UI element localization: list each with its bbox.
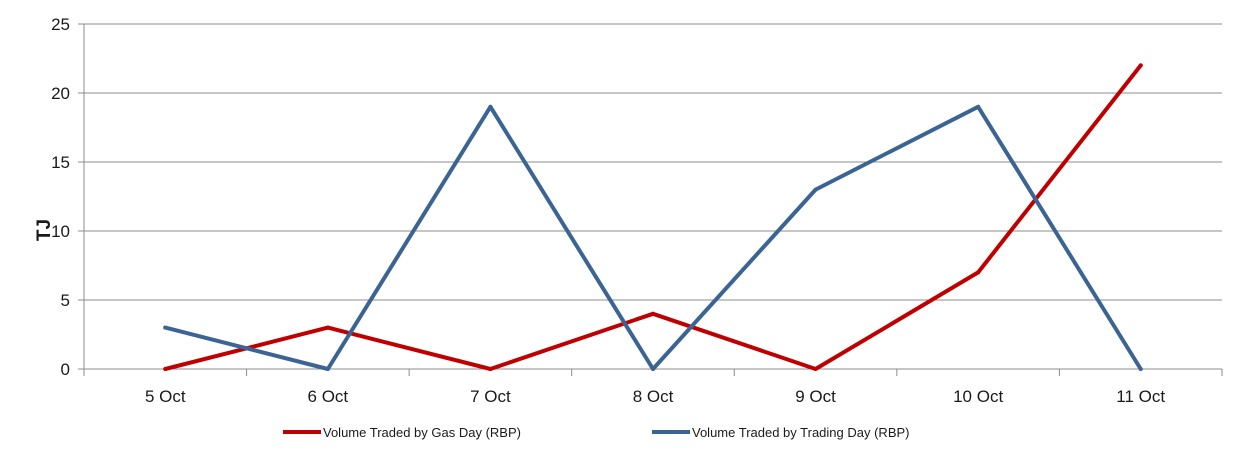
- data-point: [488, 367, 493, 371]
- data-point: [651, 311, 655, 316]
- data-point: [488, 104, 493, 109]
- y-tick-label: 20: [51, 84, 70, 103]
- y-tick-label: 10: [51, 222, 70, 241]
- data-point: [163, 367, 168, 371]
- legend-label: Volume Traded by Gas Day (RBP): [323, 425, 521, 440]
- axes: 0 5 10 15 20 25 5 Oct 6 Oct 7 Oct 8 Oct 9 Oct 10 Oc…: [51, 15, 1223, 406]
- x-tick-label: 7 Oct: [470, 387, 511, 406]
- gridlines: [84, 23, 1222, 370]
- data-point: [813, 187, 818, 192]
- data-point: [976, 104, 981, 109]
- data-point: [325, 367, 330, 371]
- series-line-2: [163, 104, 1143, 371]
- x-tick-label: 8 Oct: [633, 387, 674, 406]
- x-tick-label: 11 Oct: [1116, 387, 1165, 406]
- series-line-1: [163, 63, 1143, 371]
- legend: Volume Traded by Gas Day (RBP) Volume Tra…: [283, 425, 910, 440]
- y-tick-label: 15: [51, 153, 70, 172]
- series-lines: [163, 63, 1143, 371]
- x-tick-label: 5 Oct: [145, 387, 186, 406]
- data-point: [976, 270, 981, 275]
- x-tick-label: 10 Oct: [953, 387, 1003, 406]
- data-point: [651, 367, 655, 371]
- x-tick-label: 9 Oct: [795, 387, 836, 406]
- y-tick-label: 5: [61, 291, 70, 310]
- x-tick-label: 6 Oct: [308, 387, 349, 406]
- data-point: [1138, 63, 1143, 68]
- y-axis-title: TJ: [34, 219, 55, 241]
- data-point: [1138, 367, 1143, 371]
- data-point: [813, 367, 818, 371]
- y-tick-label: 25: [51, 15, 70, 34]
- data-point: [325, 325, 330, 330]
- data-point: [163, 325, 168, 330]
- y-tick-label: 0: [61, 360, 70, 379]
- legend-label: Volume Traded by Trading Day (RBP): [692, 425, 910, 440]
